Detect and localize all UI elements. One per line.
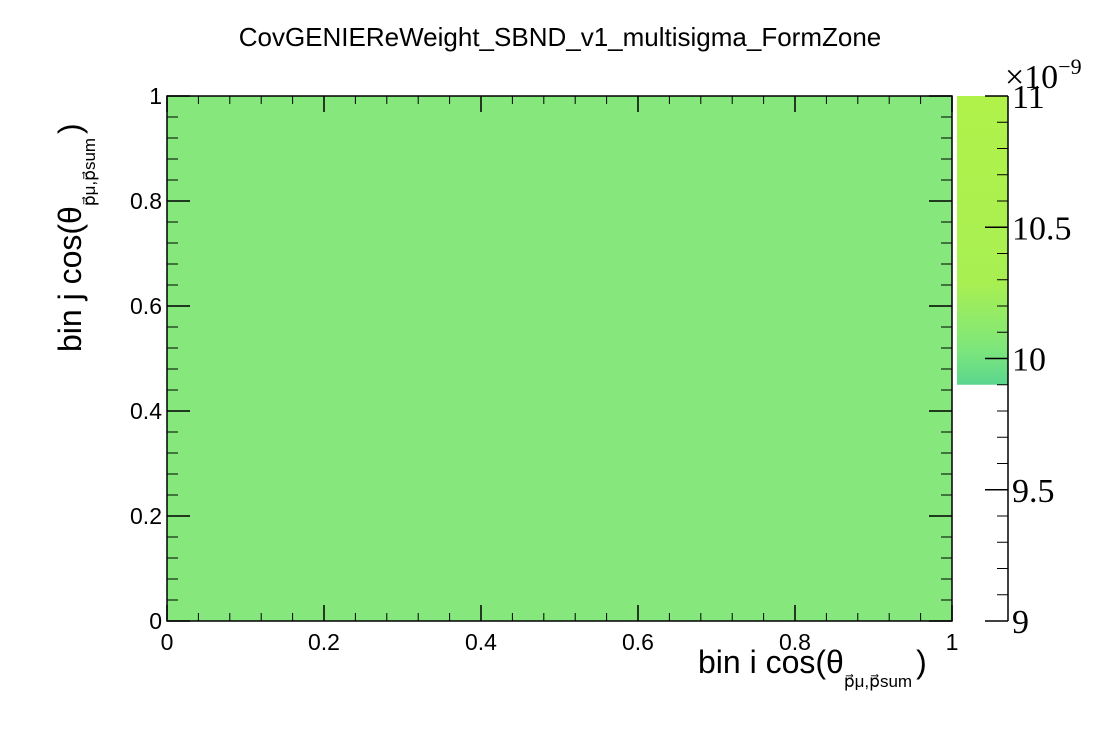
heatmap-cells: [167, 96, 952, 621]
y-tick-label: 0: [149, 608, 162, 634]
plot-frame: [166, 95, 953, 622]
palette-tick-label: 11: [1012, 79, 1045, 116]
y-axis-label-main: bin j cos(θ: [52, 206, 88, 352]
y-axis-label-close: ): [52, 123, 88, 134]
x-tick-label: 0.8: [779, 629, 811, 655]
y-tick-label: 0.2: [130, 503, 162, 529]
chart-title: CovGENIEReWeight_SBND_v1_multisigma_Form…: [239, 22, 882, 52]
x-axis-label-main: bin i cos(θ: [698, 644, 844, 680]
y-tick-label: 0.6: [130, 293, 162, 319]
x-tick-label: 0: [161, 629, 174, 655]
y-axis-ticks: 0 0.2 0.4 0.6 0.8 1: [130, 83, 952, 634]
palette-tick-label: 10: [1012, 342, 1046, 379]
color-palette-ticks: 9 9.5 10 10.5 11: [985, 79, 1072, 641]
color-palette-exponent: ×10−9: [1005, 54, 1082, 96]
color-palette-exponent-power: −9: [1058, 54, 1081, 79]
y-axis-label: bin j cos(θp⃗μ,p⃗sum): [52, 123, 99, 352]
color-palette-fill: [957, 96, 1008, 385]
y-axis-label-subscript: p⃗μ,p⃗sum: [80, 138, 99, 206]
x-tick-label: 0.2: [308, 629, 340, 655]
y-tick-label: 0.8: [130, 188, 162, 214]
heatmap-cell-0: [167, 96, 952, 621]
palette-tick-label: 10.5: [1012, 210, 1072, 247]
x-axis-ticks: 0 0.2 0.4 0.6 0.8 1: [161, 96, 959, 655]
x-axis-label-close: ): [916, 644, 927, 680]
x-axis-label-subscript: p⃗μ,p⃗sum: [844, 672, 912, 691]
palette-tick-label: 9.5: [1012, 473, 1055, 510]
x-axis-label: bin i cos(θp⃗μ,p⃗sum): [698, 644, 927, 691]
x-tick-label: 0.6: [622, 629, 654, 655]
color-palette-exponent-base: ×10: [1005, 59, 1058, 96]
palette-tick-label: 9: [1012, 604, 1029, 641]
y-tick-label: 0.4: [130, 398, 162, 424]
x-tick-label: 0.4: [465, 629, 497, 655]
x-tick-label: 1: [946, 629, 959, 655]
y-tick-label: 1: [149, 83, 162, 109]
